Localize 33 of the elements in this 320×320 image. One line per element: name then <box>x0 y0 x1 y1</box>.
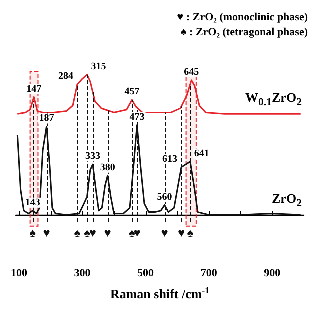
ref-line-label: ♠ <box>84 226 92 240</box>
ref-line-label: ♠ <box>74 226 82 240</box>
annotation: 187 <box>39 113 54 124</box>
x-tick-label: 100 <box>11 268 28 280</box>
series-label: W$_{0.1}$ZrO$_{2}$ <box>245 90 302 111</box>
ref-line-label: ♥ <box>161 226 168 240</box>
annotation: 380 <box>100 162 116 174</box>
annotation: 645 <box>184 66 200 78</box>
text: ♥ : ZrO₂ (monoclinic phase) <box>177 12 308 24</box>
x-tick-label: 700 <box>200 268 218 280</box>
ref-line-label: ♥ <box>134 226 141 240</box>
x-tick-label: 500 <box>138 268 155 280</box>
annotation: 333 <box>85 151 100 162</box>
ref-line-label: ♥ <box>43 226 50 240</box>
x-tick-label: 300 <box>74 268 92 280</box>
series-label: ZrO$_{2}$ <box>272 191 302 212</box>
ref-line-label: ♠ <box>187 226 194 240</box>
ref-line-label: ♥ <box>89 226 97 240</box>
annotation: 560 <box>157 192 172 203</box>
annotation: 143 <box>25 197 40 208</box>
ref-line-label: ♥ <box>104 226 112 240</box>
annotation: 457 <box>124 86 140 98</box>
annotation: 641 <box>194 148 210 160</box>
annotation: 147 <box>26 84 42 95</box>
annotation: 613 <box>162 154 178 165</box>
ref-line-label: ♠ <box>30 226 37 240</box>
annotation: 315 <box>91 61 106 72</box>
x-tick-label: 900 <box>264 268 282 280</box>
annotation: 284 <box>58 71 74 82</box>
annotation: 473 <box>130 112 145 123</box>
ref-line-label: ♥ <box>178 226 186 240</box>
text: ♠ : ZrO₂ (tetragonal phase) <box>180 26 308 38</box>
ref-line-label: ♠ <box>129 226 136 240</box>
